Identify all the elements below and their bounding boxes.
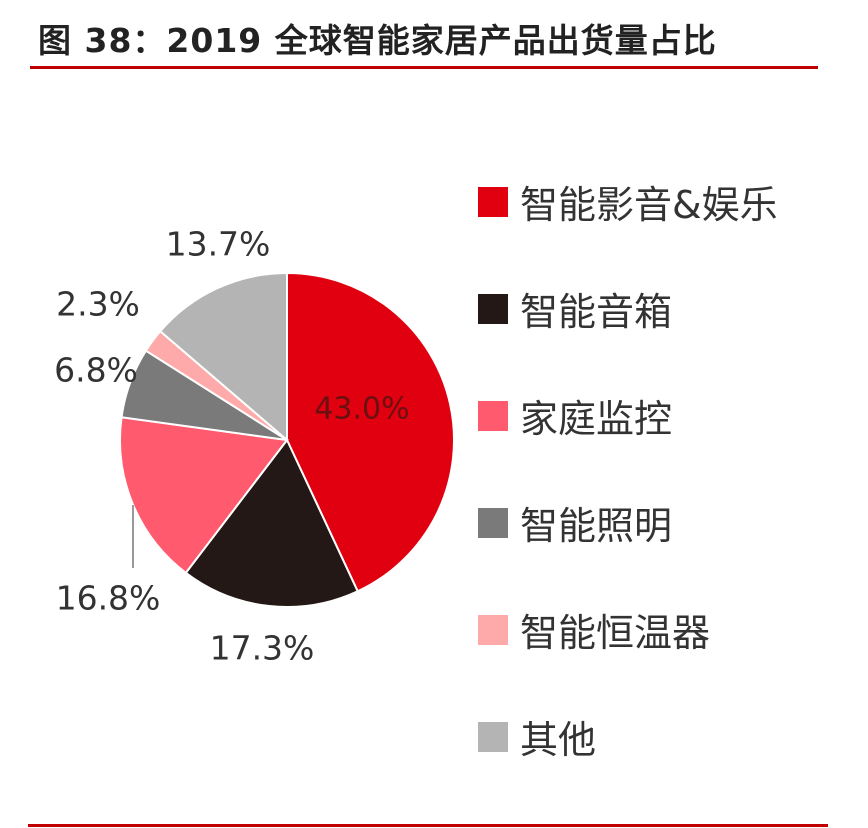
legend-swatch: [478, 186, 508, 217]
legend-item-smart-thermostat: 智能恒温器: [478, 576, 778, 683]
legend-swatch: [478, 293, 508, 324]
data-label-smart-lighting: 6.8%: [54, 351, 138, 390]
pie-slice-av-entertainment: [286, 271, 455, 593]
legend-label: 智能影音&娱乐: [520, 183, 778, 227]
legend-swatch: [478, 614, 508, 645]
data-label-other: 13.7%: [166, 225, 271, 264]
legend-item-av-entertainment: 智能影音&娱乐: [478, 148, 778, 255]
legend-label: 智能音箱: [520, 290, 673, 334]
title-divider: [30, 66, 818, 69]
legend: 智能影音&娱乐 智能音箱家庭监控智能照明智能恒温器其他: [478, 148, 778, 790]
legend-swatch: [478, 400, 508, 431]
legend-item-other: 其他: [478, 683, 778, 790]
data-label-smart-thermostat: 2.3%: [56, 285, 140, 324]
legend-swatch: [478, 507, 508, 538]
legend-label: 智能恒温器: [520, 611, 711, 655]
data-label-home-monitoring: 16.8%: [56, 579, 161, 618]
legend-item-smart-speaker: 智能音箱: [478, 255, 778, 362]
data-label-av-entertainment: 43.0%: [314, 392, 409, 427]
pie-slice-other: [158, 271, 288, 443]
legend-label: 其他: [520, 718, 597, 762]
legend-label: 智能照明: [520, 504, 673, 548]
legend-item-home-monitoring: 家庭监控: [478, 362, 778, 469]
legend-item-smart-lighting: 智能照明: [478, 469, 778, 576]
legend-label: 家庭监控: [520, 397, 673, 441]
legend-swatch: [478, 721, 508, 752]
pie-slice-home-monitoring: [119, 416, 289, 575]
data-label-smart-speaker: 17.3%: [210, 629, 315, 668]
chart-title: 图 38：2019 全球智能家居产品出货量占比: [38, 21, 717, 60]
pie-slice-smart-speaker: [184, 438, 360, 608]
bottom-divider: [28, 824, 828, 827]
